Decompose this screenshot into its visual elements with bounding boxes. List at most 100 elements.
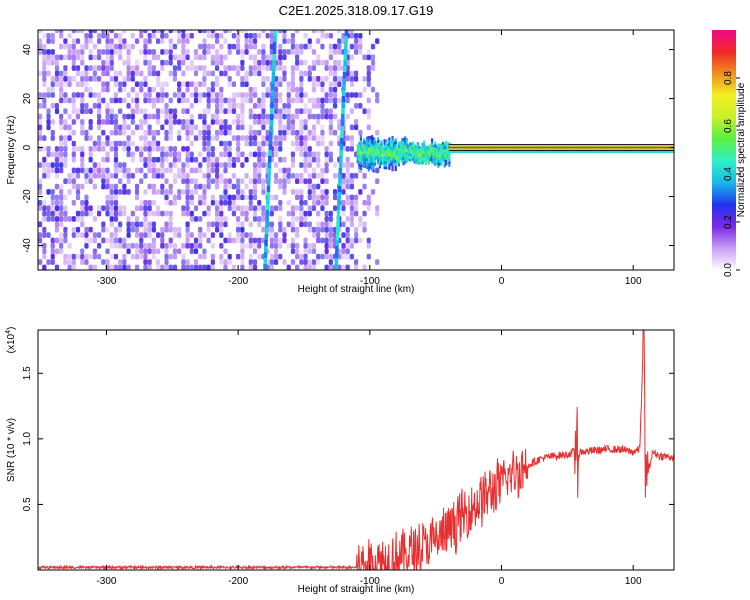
signal-cell [416,144,419,148]
heatmap-cell [122,129,127,136]
heatmap-cell [261,108,266,114]
signal-cell [385,163,388,167]
heatmap-cell [59,119,64,125]
streak-segment [265,222,269,229]
heatmap-cell [324,76,329,82]
snr-background [38,330,674,570]
signal-cell [402,159,405,163]
streak-segment [269,132,273,139]
signal-cell [413,157,416,161]
heatmap-cell [299,97,304,104]
signal-cell [544,150,547,153]
signal-cell [426,154,429,158]
heatmap-cell [88,49,93,55]
heatmap-cell [261,30,266,34]
heatmap-cell [324,248,329,255]
heatmap-cell [219,102,224,109]
heatmap-cell [54,210,60,217]
heatmap-cell [307,129,312,136]
heatmap-cell [273,146,279,152]
heatmap-cell [101,205,106,211]
heatmap-cell [261,140,266,147]
heatmap-cell [160,30,165,34]
heatmap-cell [42,54,47,61]
signal-cell [571,150,574,153]
streak-segment [338,162,343,169]
heatmap-cell [362,76,367,82]
heatmap-cell [278,119,283,125]
signal-cell [383,150,386,154]
heatmap-cell [349,124,355,131]
heatmap-cell [210,54,215,61]
heatmap-cell [130,108,135,114]
heatmap-cell [278,156,283,163]
heatmap-cell [210,162,215,168]
heatmap-cell [219,226,224,233]
heatmap-cell [164,194,169,201]
heatmap-cell [118,243,123,249]
signal-cell [411,154,415,158]
heatmap-cell [118,221,123,228]
signal-cell [563,150,566,153]
signal-cell [405,146,408,150]
heatmap-cell [261,226,266,233]
streak-segment [341,108,345,115]
heatmap-cell [299,189,304,195]
signal-cell [541,150,544,153]
heatmap-cell [54,199,60,206]
heatmap-cell [130,210,135,217]
signal-cell [385,166,388,170]
heatmap-cell [282,32,287,39]
heatmap-cell [185,146,190,152]
heatmap-cell [349,243,355,249]
heatmap-cell [286,221,291,228]
signal-cell [408,153,412,157]
heatmap-cell [273,140,279,147]
signal-cell [446,145,449,149]
heatmap-cell [311,205,317,211]
heatmap-cell [214,59,220,66]
heatmap-cell [236,135,241,141]
heatmap-cell [155,173,161,179]
heatmap-cell [105,59,110,66]
heatmap-cell [248,129,253,136]
heatmap-cell [244,156,249,163]
signal-cell [441,144,445,148]
signal-cell [381,146,385,150]
signal-cell [660,150,663,153]
heatmap-cell [252,194,258,201]
heatmap-cell [177,173,182,179]
heatmap-cell [206,178,211,185]
heatmap-cell [210,259,215,265]
heatmap-cell [227,65,232,71]
heatmap-cell [50,119,55,125]
colorbar-tick-label: 0.4 [723,167,734,181]
heatmap-cell [63,216,68,222]
heatmap-cell [80,119,85,125]
heatmap-cell [155,113,161,120]
heatmap-cell [143,76,148,82]
heatmap-cell [105,205,110,211]
heatmap-cell [113,253,119,260]
heatmap-cell [358,216,363,222]
signal-cell [426,159,429,163]
heatmap-cell [181,178,186,185]
signal-cell [672,150,674,153]
heatmap-cell [185,194,190,201]
colorbar-tick-label: 0.0 [723,263,734,277]
heatmap-cell [282,102,287,109]
heatmap-cell [139,178,144,185]
streak-segment [343,66,347,73]
heatmap-cell [236,232,241,238]
heatmap-cell [311,226,317,233]
heatmap-cell [269,243,274,249]
heatmap-cell [202,135,207,141]
heatmap-cell [375,210,380,217]
heatmap-cell [214,135,220,141]
heatmap-cell [105,226,110,233]
signal-cell [370,145,374,149]
signal-cell [426,151,429,155]
signal-cell [407,155,410,159]
signal-cell [435,159,438,163]
heatmap-cell [282,70,287,77]
